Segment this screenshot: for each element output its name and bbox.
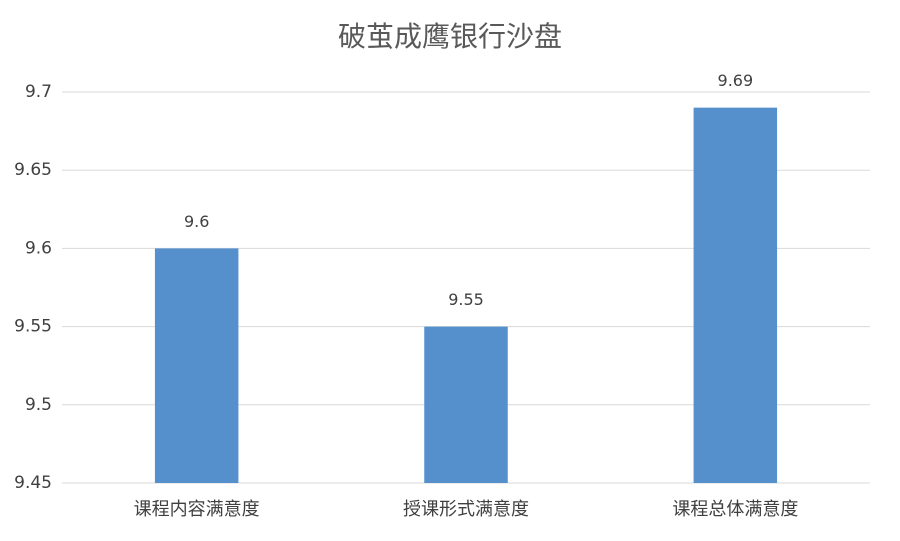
y-tick-label: 9.7 <box>25 82 52 102</box>
data-label: 9.55 <box>448 290 484 309</box>
y-tick-label: 9.55 <box>14 317 52 337</box>
bar <box>693 107 778 483</box>
data-label: 9.6 <box>184 212 209 231</box>
x-tick-label: 课程内容满意度 <box>134 499 260 520</box>
bar <box>424 326 508 483</box>
y-tick-label: 9.45 <box>14 473 52 493</box>
y-tick-label: 9.5 <box>25 395 52 415</box>
x-tick-label: 授课形式满意度 <box>403 499 529 520</box>
bar <box>154 248 239 483</box>
x-tick-label: 课程总体满意度 <box>672 499 798 520</box>
data-label: 9.69 <box>718 71 754 90</box>
chart-title: 破茧成鹰银行沙盘 <box>338 20 562 53</box>
y-tick-label: 9.6 <box>25 238 52 258</box>
y-tick-label: 9.65 <box>14 160 52 180</box>
